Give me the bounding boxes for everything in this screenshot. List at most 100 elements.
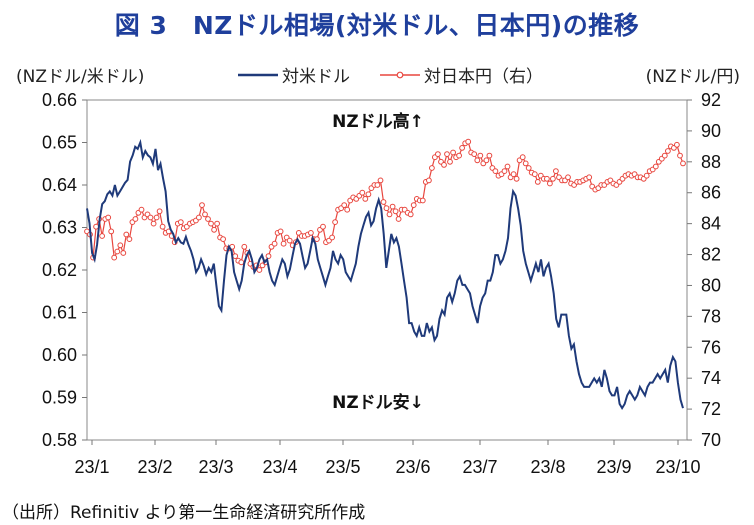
series-point-jpy — [486, 152, 493, 159]
x-tick-label: 23/1 — [74, 457, 109, 477]
left-tick-label: 0.58 — [42, 430, 77, 450]
series-point-jpy — [456, 152, 463, 159]
right-tick-label: 90 — [701, 121, 721, 141]
series-point-jpy — [429, 165, 435, 171]
series-point-jpy — [677, 152, 683, 159]
left-tick-label: 0.62 — [42, 260, 77, 280]
legend-label-usd: 対米ドル — [282, 67, 350, 87]
plot-frame — [86, 99, 688, 441]
series-point-jpy — [108, 228, 115, 235]
series-point-jpy — [477, 152, 484, 159]
x-tick-label: 23/3 — [198, 457, 233, 477]
series-point-jpy — [586, 174, 593, 181]
series-point-jpy — [522, 160, 529, 167]
series-point-jpy — [444, 151, 450, 158]
series-point-jpy — [232, 253, 239, 260]
x-tick-label: 23/6 — [395, 457, 430, 477]
x-tick-label: 23/10 — [655, 457, 700, 477]
series-point-jpy — [419, 197, 426, 204]
series-point-jpy — [359, 189, 366, 196]
legend-item-usd: 対米ドル — [238, 62, 350, 87]
right-tick-label: 74 — [701, 368, 721, 388]
series-point-jpy — [661, 152, 668, 159]
series-point-jpy — [277, 228, 284, 235]
series-line-usd — [86, 138, 684, 411]
series-point-jpy — [214, 220, 221, 227]
series-point-jpy — [159, 223, 166, 230]
series-point-jpy — [665, 148, 671, 154]
series-point-jpy — [471, 151, 478, 158]
series-point-jpy — [271, 240, 278, 247]
series-point-jpy — [377, 177, 384, 184]
left-tick-label: 0.59 — [42, 388, 77, 408]
series-point-jpy — [320, 223, 326, 230]
series-point-jpy — [550, 175, 556, 182]
series-point-jpy — [519, 154, 526, 161]
legend: 対米ドル 対日本円（右） — [238, 62, 573, 87]
x-tick-label: 23/4 — [262, 457, 297, 477]
series-point-jpy — [138, 206, 145, 213]
series-point-jpy — [329, 234, 336, 241]
right-axis-unit: (NZドル/円) — [645, 67, 740, 87]
x-tick-label: 23/5 — [325, 457, 360, 477]
left-tick-label: 0.66 — [42, 90, 77, 110]
right-tick-label: 70 — [701, 430, 721, 450]
left-tick-label: 0.63 — [42, 218, 77, 238]
series-point-jpy — [332, 219, 339, 226]
series-point-jpy — [504, 163, 511, 170]
x-tick-label: 23/9 — [596, 457, 631, 477]
series-point-jpy — [156, 208, 163, 215]
series-point-jpy — [435, 151, 441, 158]
series-point-jpy — [150, 220, 157, 227]
series-point-jpy — [147, 214, 154, 221]
series-point-jpy — [256, 267, 263, 273]
series-point-jpy — [126, 236, 133, 243]
series-point-jpy — [380, 199, 387, 205]
chart-title: 図 3 NZドル相場(対米ドル、日本円)の推移 — [114, 11, 640, 40]
legend-item-jpy: 対日本円（右） — [380, 62, 543, 87]
series-point-jpy — [341, 202, 348, 209]
series-point-jpy — [153, 214, 160, 221]
series-point-jpy — [386, 211, 393, 218]
series-point-jpy — [220, 236, 227, 243]
series-point-jpy — [395, 216, 402, 222]
series-point-jpy — [344, 206, 351, 213]
series-point-jpy — [280, 240, 287, 247]
legend-line-jpy-icon — [380, 71, 420, 78]
series-point-jpy — [674, 141, 680, 148]
left-tick-label: 0.65 — [42, 133, 77, 153]
right-tick-label: 76 — [701, 337, 721, 357]
right-tick-label: 86 — [701, 183, 721, 203]
x-tick-label: 23/8 — [530, 457, 565, 477]
series-point-jpy — [111, 254, 118, 261]
series-point-jpy — [547, 180, 553, 187]
series-point-jpy — [241, 243, 248, 250]
left-tick-label: 0.61 — [42, 303, 77, 323]
right-tick-label: 82 — [701, 245, 721, 265]
right-tick-label: 80 — [701, 275, 721, 295]
left-axis-unit: (NZドル/米ドル) — [16, 67, 145, 87]
series-point-jpy — [447, 158, 453, 165]
series-point-jpy — [441, 162, 447, 168]
series-point-jpy — [531, 171, 538, 178]
series-point-jpy — [383, 205, 390, 212]
annotation-up: NZドル高↑ — [332, 111, 424, 132]
series-point-jpy — [99, 233, 105, 239]
series-point-jpy — [205, 216, 211, 222]
left-tick-label: 0.64 — [42, 175, 77, 195]
series-point-jpy — [392, 208, 399, 215]
series-point-jpy — [501, 168, 508, 175]
series-point-jpy — [211, 226, 218, 233]
right-tick-label: 78 — [701, 306, 721, 326]
series-point-jpy — [365, 191, 372, 198]
series-point-jpy — [208, 220, 214, 227]
left-tick-label: 0.60 — [42, 345, 77, 365]
right-tick-label: 92 — [701, 90, 721, 110]
series-point-jpy — [450, 149, 457, 156]
right-tick-label: 84 — [701, 214, 721, 234]
series-point-jpy — [362, 196, 369, 202]
series-point-jpy — [374, 182, 381, 188]
source-note: （出所）Refinitiv より第一生命経済研究所作成 — [2, 503, 366, 523]
series-point-jpy — [196, 214, 202, 221]
